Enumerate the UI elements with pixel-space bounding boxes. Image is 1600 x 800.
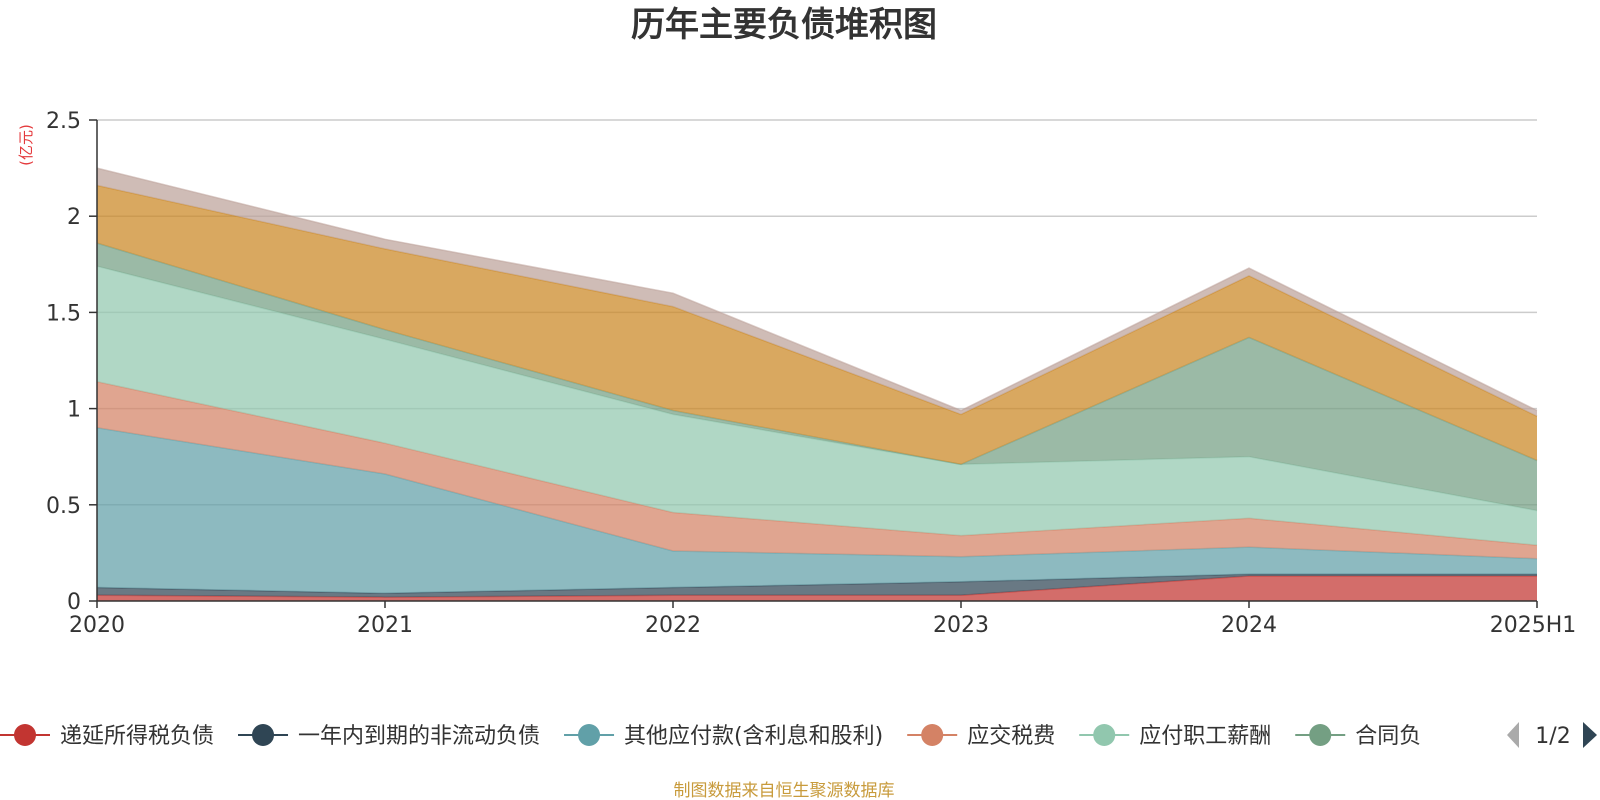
x-tick-label: 2022: [645, 613, 701, 638]
y-tick-label: 0.5: [46, 494, 81, 519]
area-series-7: [97, 185, 1537, 465]
x-tick-label: 2020: [69, 613, 125, 638]
legend-pager: 1/2: [1507, 722, 1597, 749]
x-tick-label: 2023: [933, 613, 989, 638]
x-tick-label: 2021: [357, 613, 413, 638]
y-tick-label: 0: [67, 590, 81, 615]
legend-marker-icon: [1093, 724, 1116, 746]
area-series-6: [97, 243, 1537, 511]
legend-label: 合同负: [1355, 724, 1421, 749]
legend-item[interactable]: 应付职工薪酬: [1079, 724, 1271, 749]
legend-marker-icon: [578, 724, 601, 746]
legend-item[interactable]: 其他应付款(含利息和股利): [564, 724, 883, 749]
y-tick-label: 2: [67, 205, 81, 230]
legend-marker-icon: [1309, 724, 1332, 746]
legend-items: 递延所得税负债 一年内到期的非流动负债 其他应付款(含利息和股利) 应交税费 应付职工薪…: [0, 724, 1421, 749]
area-layers: [96, 167, 1538, 601]
x-tick-label: 2024: [1221, 613, 1277, 638]
area-series-1: [97, 576, 1537, 601]
legend: 递延所得税负债 一年内到期的非流动负债 其他应付款(含利息和股利) 应交税费 应付职工薪…: [0, 724, 1421, 749]
axes: 0 0.5 1 1.5 2 2.5 2020 2021 2022 2023 2024 2025H1: [46, 109, 1576, 638]
area-series-5: [97, 266, 1537, 546]
y-axis-unit: (亿元): [17, 124, 35, 166]
y-tick-label: 1: [67, 398, 81, 423]
legend-item[interactable]: 合同负: [1295, 724, 1421, 749]
legend-next-page-icon[interactable]: [1583, 722, 1597, 748]
x-tick-label: 2025H1: [1490, 613, 1577, 638]
legend-prev-page-icon[interactable]: [1507, 722, 1519, 748]
area-line-series-8: [96, 167, 1538, 412]
legend-label: 其他应付款(含利息和股利): [624, 724, 883, 749]
area-series-4: [97, 381, 1537, 559]
chart-title: 历年主要负债堆积图: [631, 5, 937, 45]
legend-marker-icon: [14, 724, 36, 746]
legend-label: 应付职工薪酬: [1139, 724, 1271, 749]
y-tick-label: 2.5: [46, 109, 81, 134]
legend-label: 一年内到期的非流动负债: [298, 724, 540, 749]
area-series-3: [97, 427, 1537, 594]
legend-label: 应交税费: [967, 724, 1055, 749]
data-source-note: 制图数据来自恒生聚源数据库: [674, 781, 895, 800]
legend-label: 递延所得税负债: [60, 724, 214, 749]
legend-page-indicator: 1/2: [1535, 724, 1570, 749]
legend-item[interactable]: 递延所得税负债: [0, 724, 214, 749]
area-series-2: [97, 574, 1537, 598]
legend-item[interactable]: 应交税费: [907, 724, 1055, 749]
legend-marker-icon: [921, 724, 944, 746]
legend-marker-icon: [252, 724, 275, 746]
y-tick-label: 1.5: [46, 301, 81, 326]
legend-item[interactable]: 一年内到期的非流动负债: [238, 724, 540, 749]
